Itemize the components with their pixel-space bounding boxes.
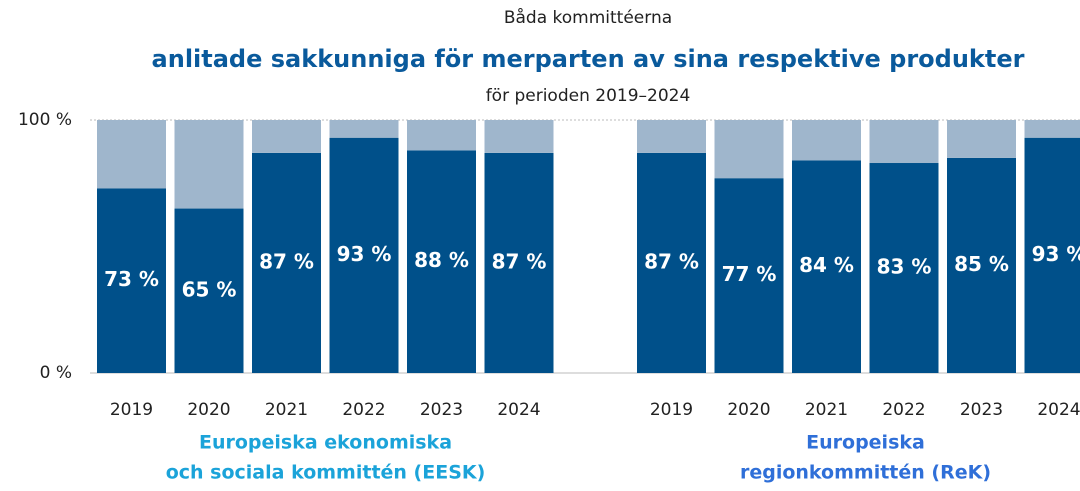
- pretitle: Båda kommittéerna: [504, 7, 672, 28]
- bar-segment: [637, 152, 706, 373]
- bar-segment: [174, 208, 244, 373]
- chart-title: anlitade sakkunniga för merparten av sin…: [152, 45, 1025, 73]
- data-label: 65 %: [182, 277, 237, 301]
- x-tick-label: 2021: [265, 400, 308, 420]
- data-label: 85 %: [954, 252, 1009, 276]
- x-tick-label: 2019: [650, 400, 693, 420]
- x-tick-label: 2024: [497, 400, 540, 420]
- bar-segment: [329, 120, 399, 138]
- x-tick-label: 2021: [805, 400, 848, 420]
- subtitle: för perioden 2019–2024: [486, 86, 691, 106]
- bar-segment: [252, 120, 321, 153]
- bar-segment: [792, 120, 861, 161]
- data-label: 88 %: [414, 248, 469, 272]
- bar-segment: [637, 120, 706, 153]
- bar-segment: [947, 120, 1016, 158]
- x-tick-label: 2019: [110, 400, 153, 420]
- x-tick-label: 2023: [960, 400, 1003, 420]
- bar-segment: [252, 152, 321, 373]
- bar-segment: [714, 178, 784, 373]
- bar-segment: [174, 120, 244, 209]
- data-label: 87 %: [644, 249, 699, 273]
- bar-segment: [869, 120, 939, 164]
- x-tick-label: 2020: [727, 400, 770, 420]
- data-label: 84 %: [799, 253, 854, 277]
- x-tick-label: 2022: [342, 400, 385, 420]
- group-label: Europeiska ekonomiska: [199, 432, 452, 454]
- data-label: 93 %: [337, 242, 392, 266]
- y-tick-label: 0 %: [40, 363, 72, 383]
- bar-segment: [1024, 137, 1080, 373]
- bar-segment: [947, 157, 1016, 373]
- x-tick-label: 2022: [882, 400, 925, 420]
- data-label: 87 %: [492, 249, 547, 273]
- data-label: 83 %: [877, 255, 932, 279]
- group-label: och sociala kommittén (EESK): [166, 462, 486, 484]
- bar-segment: [97, 120, 166, 189]
- bar-segment: [329, 137, 399, 373]
- data-label: 93 %: [1032, 242, 1080, 266]
- bar-segment: [407, 120, 476, 151]
- bar-segment: [714, 120, 784, 179]
- bar-segment: [792, 160, 861, 373]
- bar-segment: [97, 188, 166, 373]
- bar-segment: [484, 152, 554, 373]
- y-tick-label: 100 %: [18, 110, 72, 130]
- bar-segment: [1024, 120, 1080, 138]
- data-label: 73 %: [104, 267, 159, 291]
- group-label: Europeiska: [806, 432, 925, 454]
- group-label: regionkommittén (ReK): [740, 462, 991, 484]
- x-tick-label: 2020: [187, 400, 230, 420]
- data-label: 87 %: [259, 249, 314, 273]
- bar-segment: [407, 150, 476, 373]
- bar-segment: [484, 120, 554, 153]
- bar-segment: [869, 163, 939, 373]
- data-label: 77 %: [722, 262, 777, 286]
- x-tick-label: 2023: [420, 400, 463, 420]
- x-tick-label: 2024: [1037, 400, 1080, 420]
